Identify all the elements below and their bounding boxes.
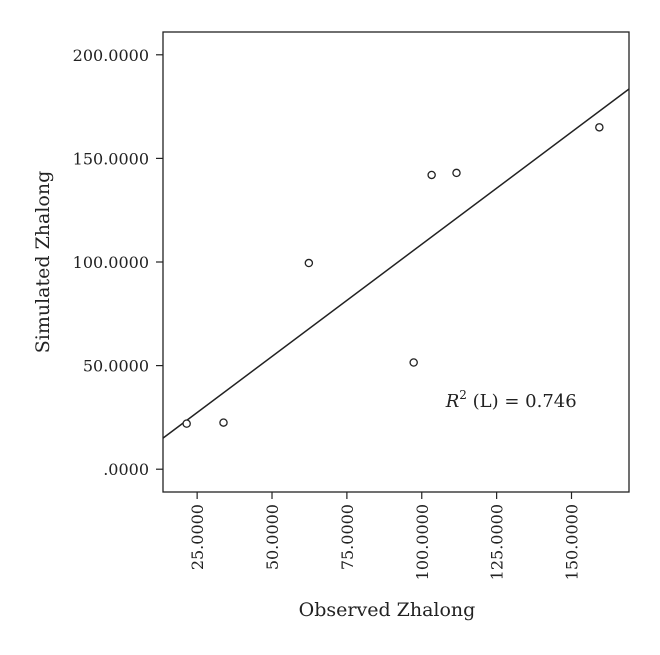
data-point <box>304 258 314 268</box>
plot-frame <box>162 31 630 493</box>
r-squared-annotation: R2 (L) = 0.746 <box>445 388 577 412</box>
data-points <box>182 123 604 428</box>
x-tick-label: 25.0000 <box>188 504 207 570</box>
y-axis-ticks: .0000 50.0000 100.0000 150.0000 200.0000 <box>73 46 163 479</box>
x-axis-title: Observed Zhalong <box>299 599 476 621</box>
r-squared-superscript: 2 <box>459 388 467 402</box>
x-tick-label: 75.0000 <box>338 504 357 570</box>
plot-area <box>162 31 630 493</box>
x-tick-label: 125.0000 <box>488 504 507 580</box>
y-tick-label: 150.0000 <box>73 149 149 168</box>
y-axis-title: Simulated Zhalong <box>32 171 54 354</box>
y-tick-label: 50.0000 <box>83 357 149 376</box>
x-tick-label: 150.0000 <box>562 504 581 580</box>
x-tick-label: 50.0000 <box>263 504 282 570</box>
data-point <box>427 170 436 180</box>
x-tick-label: 100.0000 <box>413 504 432 580</box>
data-point <box>219 418 228 427</box>
fit-line-group <box>162 88 630 439</box>
r-squared-prefix: R <box>445 391 460 412</box>
y-tick-label: .0000 <box>103 460 149 479</box>
data-point <box>595 123 604 132</box>
r-squared-value: (L) = 0.746 <box>467 391 577 412</box>
fit-line <box>162 88 630 439</box>
y-tick-label: 100.0000 <box>73 253 149 272</box>
y-tick-label: 200.0000 <box>73 46 149 65</box>
data-point <box>182 419 191 428</box>
data-point <box>409 358 418 367</box>
data-point <box>452 168 461 178</box>
x-axis-ticks: 25.0000 50.0000 75.0000 100.0000 125.0000 150… <box>188 492 581 580</box>
